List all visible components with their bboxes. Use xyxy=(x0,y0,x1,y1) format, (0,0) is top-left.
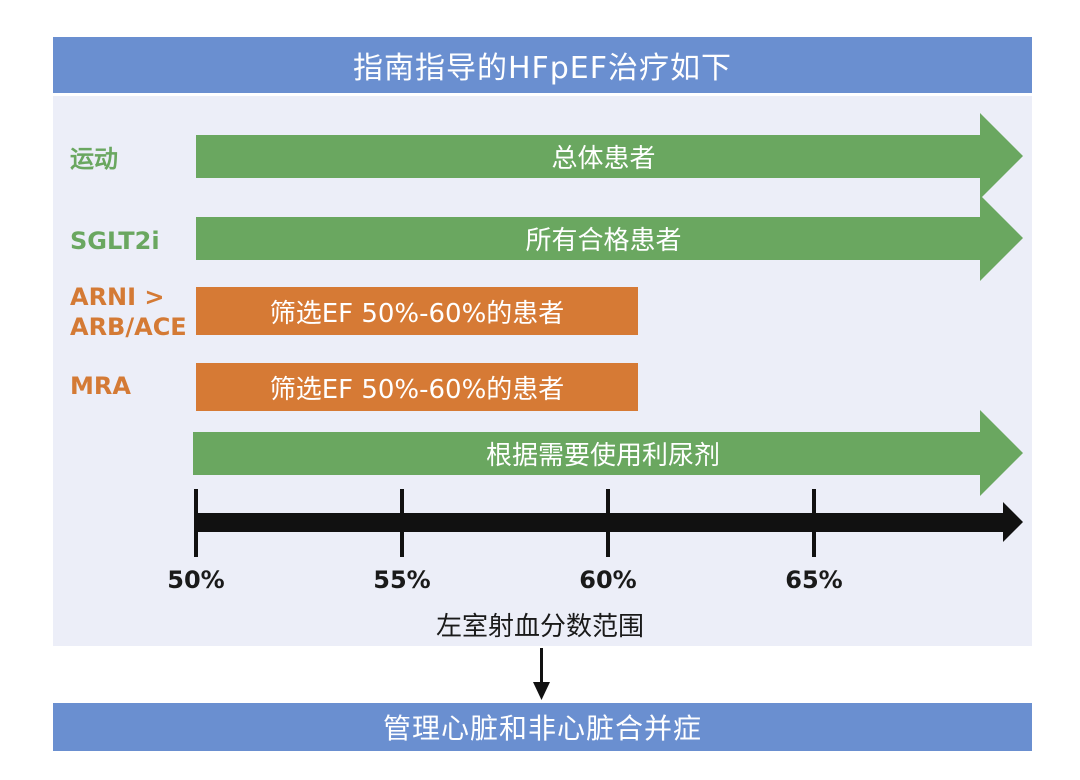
title-text: 指南指导的HFpEF治疗如下 xyxy=(352,51,733,86)
tick-50 xyxy=(194,489,198,557)
tick-label-55: 55% xyxy=(373,566,431,594)
arrow-diuretic-text: 根据需要使用利尿剂 xyxy=(485,441,720,471)
label-arni-line2: ARB/ACE xyxy=(70,313,187,341)
footer-text: 管理心脏和非心脏合并症 xyxy=(382,712,702,745)
down-arrow-head xyxy=(533,682,550,700)
label-arni-line1: ARNI > xyxy=(70,283,165,311)
footer-banner: 管理心脏和非心脏合并症 xyxy=(53,703,1032,751)
bar-mra: 筛选EF 50%-60%的患者 xyxy=(196,363,638,411)
tick-55 xyxy=(400,489,404,557)
tick-label-60: 60% xyxy=(579,566,637,594)
label-mra: MRA xyxy=(70,372,131,400)
tick-label-65: 65% xyxy=(785,566,843,594)
arrow-sglt2i-text: 所有合格患者 xyxy=(525,226,682,256)
tick-65 xyxy=(812,489,816,557)
arrow-exercise-text: 总体患者 xyxy=(551,144,656,174)
arrow-sglt2i xyxy=(196,195,1023,281)
label-exercise: 运动 xyxy=(70,145,118,173)
title-banner: 指南指导的HFpEF治疗如下 xyxy=(53,37,1032,93)
tick-label-50: 50% xyxy=(167,566,225,594)
axis-title: 左室射血分数范围 xyxy=(435,612,644,642)
tick-60 xyxy=(606,489,610,557)
label-sglt2i: SGLT2i xyxy=(70,227,160,255)
bar-arni: 筛选EF 50%-60%的患者 xyxy=(196,287,638,335)
down-arrow-stem xyxy=(540,648,543,684)
arrow-diuretic xyxy=(193,410,1023,496)
arrow-exercise xyxy=(196,113,1023,199)
